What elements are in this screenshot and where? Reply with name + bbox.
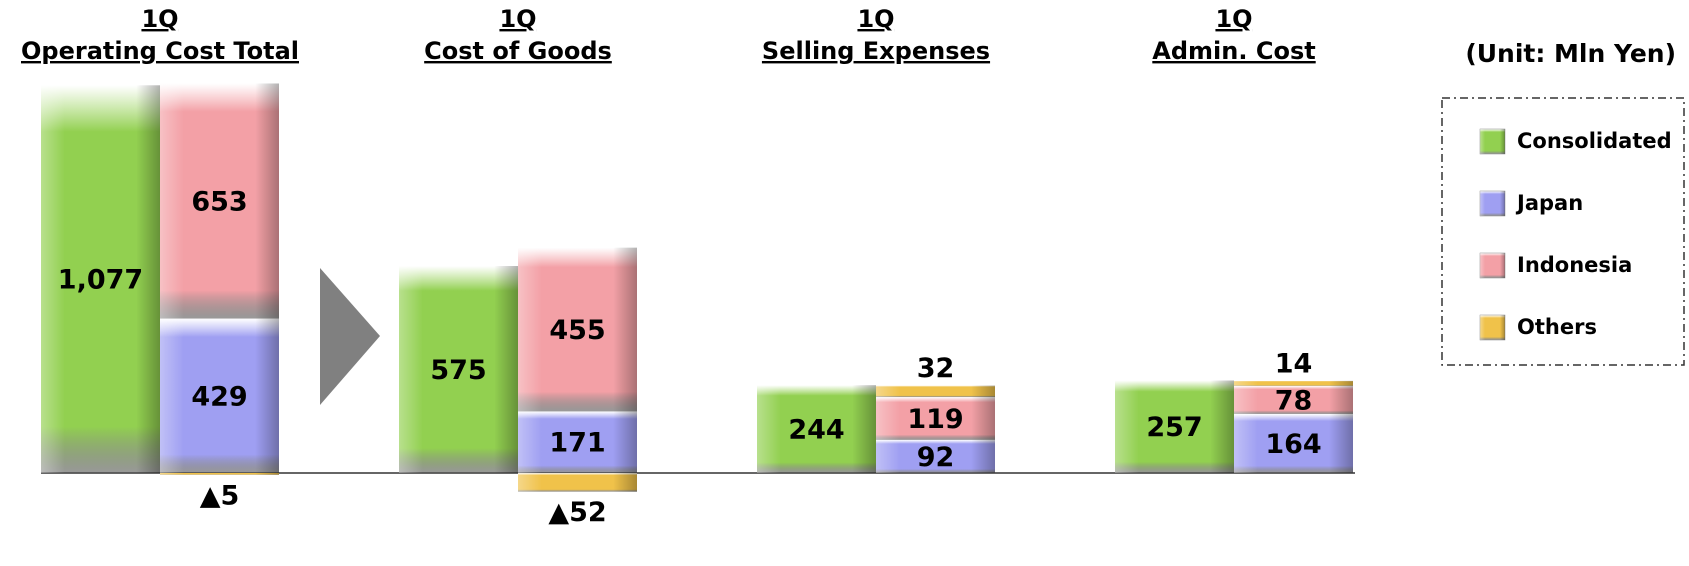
bar-shade [41,85,160,473]
value-label: ▲52 [548,497,606,528]
legend-label: Japan [1515,191,1583,215]
value-label: 92 [917,442,955,473]
bar-shade [876,397,995,440]
legend-swatch-shade [1480,315,1505,340]
bar-shade [160,83,279,319]
bar-shade [518,411,637,473]
category-title: Selling Expenses [762,37,990,65]
legend-swatch-shade [1480,129,1505,154]
bar-shade [160,473,279,475]
legend-swatch-shade [1480,191,1505,216]
value-label: 119 [907,404,963,435]
bar-shade [160,318,279,473]
value-label: 429 [191,381,247,412]
bar-shade [876,439,995,473]
value-label: 171 [549,428,605,459]
bar-shade [399,266,518,473]
legend-label: Others [1517,315,1597,339]
value-label: 32 [917,353,955,384]
category-title: 1Q [499,5,536,33]
value-label: 575 [430,355,486,386]
value-label: 164 [1265,429,1321,460]
bar-shade [757,385,876,473]
bar-shade [1234,385,1353,414]
value-label: 14 [1275,348,1313,379]
value-label: 1,077 [58,265,143,296]
legend-label: Indonesia [1517,253,1632,277]
unit-label: (Unit: Mln Yen) [1465,39,1676,68]
category-title: Admin. Cost [1152,37,1315,65]
category-title: Cost of Goods [424,37,612,65]
value-label: 653 [191,187,247,218]
value-label: 455 [549,315,605,346]
bar-shade [518,473,637,492]
value-label: 257 [1146,412,1202,443]
category-title: 1Q [1215,5,1252,33]
category-title: Operating Cost Total [21,37,299,65]
legend-swatch-shade [1480,253,1505,278]
arrow [320,268,380,405]
legend-label: Consolidated [1517,129,1672,153]
bar-shade [518,247,637,412]
value-label: ▲5 [200,480,240,511]
category-title: 1Q [141,5,178,33]
bar-shade [1234,380,1353,386]
value-label: 244 [788,415,844,446]
legend-box [1441,97,1685,366]
bar-shade [1234,413,1353,473]
value-label: 78 [1275,385,1313,416]
bar-shade [1115,380,1234,473]
bar-shade [876,385,995,398]
category-title: 1Q [857,5,894,33]
